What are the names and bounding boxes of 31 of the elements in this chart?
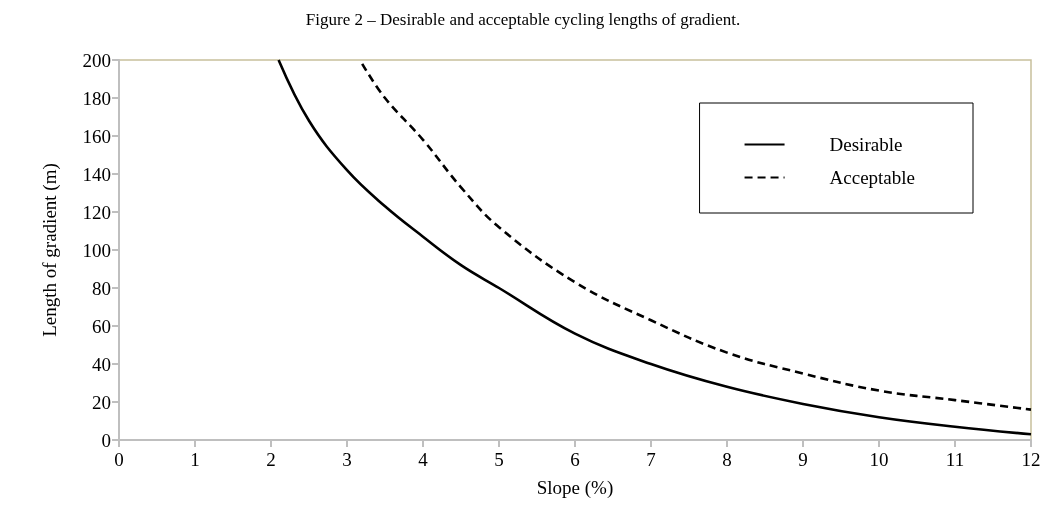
x-tick-label: 6	[570, 449, 580, 470]
y-tick-label: 80	[92, 277, 111, 299]
y-tick-label: 100	[82, 239, 111, 261]
x-tick-label: 4	[418, 449, 429, 470]
y-tick-label: 140	[82, 163, 111, 185]
y-tick-label: 120	[82, 201, 111, 223]
x-tick-label: 12	[1021, 449, 1041, 470]
chart-title: Figure 2 – Desirable and acceptable cycling lengths of gradient.	[305, 10, 741, 29]
legend-label: Acceptable	[829, 167, 916, 188]
y-tick-label: 60	[92, 315, 111, 337]
x-tick-label: 2	[266, 449, 276, 470]
y-tick-label: 40	[92, 353, 111, 375]
y-tick-label: 160	[82, 125, 111, 147]
x-tick-label: 9	[798, 449, 808, 470]
x-tick-label: 10	[869, 449, 889, 470]
legend-label: Desirable	[829, 134, 903, 155]
line-series	[277, 58, 1033, 436]
y-tick-label: 0	[101, 429, 111, 451]
y-axis-title: Length of gradient (m)	[39, 163, 61, 337]
x-tick-label: 7	[646, 449, 656, 470]
x-tick-label: 11	[945, 449, 965, 470]
y-tick-label: 20	[92, 391, 111, 413]
line-series	[360, 62, 1033, 411]
y-tick-label: 200	[82, 49, 111, 71]
x-tick-label: 3	[342, 449, 352, 470]
x-tick-label: 0	[114, 449, 124, 470]
x-tick-label: 1	[190, 449, 200, 470]
x-tick-label: 8	[722, 449, 732, 470]
x-tick-label: 5	[494, 449, 504, 470]
x-axis-title: Slope (%)	[536, 477, 614, 499]
y-tick-label: 180	[82, 87, 111, 109]
